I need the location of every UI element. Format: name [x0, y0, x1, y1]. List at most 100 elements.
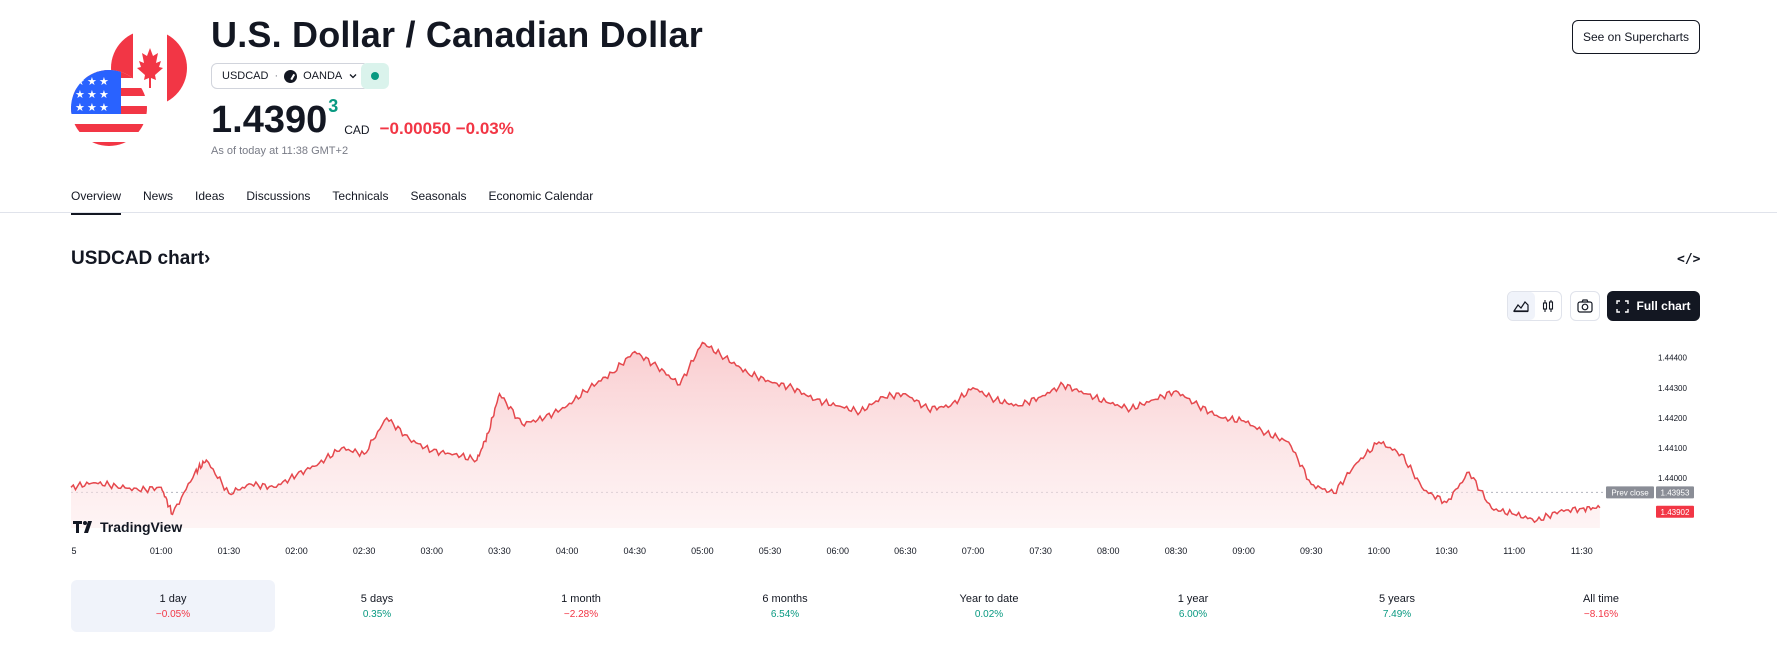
svg-text:★: ★ — [99, 88, 109, 101]
period-1-day[interactable]: 1 day −0.05% — [71, 580, 275, 632]
tab-seasonals[interactable]: Seasonals — [410, 189, 467, 203]
x-tick-label: 06:00 — [826, 546, 849, 556]
price-timestamp: As of today at 11:38 GMT+2 — [211, 145, 349, 157]
tab-discussions[interactable]: Discussions — [246, 189, 311, 203]
tradingview-logo-text: TradingView — [100, 519, 183, 535]
tradingview-logo-icon — [73, 521, 92, 533]
period-change: 0.02% — [974, 608, 1004, 620]
us-flag-icon: ★ ★ ★ ★ ★ ★ ★ ★ ★ — [71, 70, 147, 146]
period-label: All time — [1582, 592, 1620, 605]
period-change: 7.49% — [1382, 608, 1412, 620]
x-tick-label: 03:00 — [421, 546, 444, 556]
y-tick-label: 1.44100 — [1658, 444, 1687, 453]
x-tick-label: 02:00 — [285, 546, 308, 556]
x-tick-label: 5 — [71, 546, 76, 556]
full-chart-button[interactable]: Full chart — [1607, 291, 1700, 321]
price-currency: CAD — [344, 123, 370, 137]
x-tick-label: 11:30 — [1571, 546, 1593, 556]
prev-close-value-bg — [1656, 486, 1694, 499]
svg-text:★: ★ — [75, 88, 85, 101]
last-price-value-bg — [1656, 505, 1694, 518]
svg-text:★: ★ — [87, 88, 97, 101]
see-on-supercharts-button[interactable]: See on Supercharts — [1572, 20, 1700, 54]
page-title: U.S. Dollar / Canadian Dollar — [211, 14, 703, 55]
y-tick-label: 1.44000 — [1658, 474, 1687, 483]
fullscreen-icon — [1616, 299, 1630, 313]
price-labels: Prev close 1.43953 1.43902 — [1606, 486, 1694, 518]
period-label: 1 day — [159, 592, 187, 605]
price-main: 1.4390 — [211, 99, 328, 141]
period-label: 5 years — [1378, 592, 1416, 605]
oanda-logo-icon — [284, 69, 298, 83]
tradingview-logo[interactable]: TradingView — [73, 519, 182, 535]
x-tick-label: 10:30 — [1435, 546, 1458, 556]
x-tick-label: 01:30 — [218, 546, 241, 556]
period-selector: 1 day −0.05% 5 days 0.35% 1 month −2.28% 6 mon… — [71, 580, 1703, 632]
period-change: 0.35% — [362, 608, 392, 620]
period-all-time[interactable]: All time −8.16% — [1499, 580, 1703, 632]
price-change-pct: −0.03% — [455, 119, 514, 138]
chart-section-title[interactable]: USDCAD chart› — [71, 248, 210, 270]
price-change: −0.00050 −0.03% — [380, 119, 514, 139]
period-change: −0.05% — [155, 608, 191, 620]
tab-economic-calendar[interactable]: Economic Calendar — [488, 189, 594, 203]
period-5-years[interactable]: 5 years 7.49% — [1295, 580, 1499, 632]
period-5-days[interactable]: 5 days 0.35% — [275, 580, 479, 632]
price-last-digit: 3 — [328, 96, 339, 116]
nav-tabs: Overview News Ideas Discussions Technica… — [71, 189, 615, 215]
y-tick-label: 1.44200 — [1658, 414, 1687, 423]
prev-close-value: 1.43953 — [1661, 488, 1690, 497]
currency-flags: ★ ★ ★ ★ ★ ★ ★ ★ ★ — [71, 30, 191, 150]
price-area — [71, 342, 1600, 528]
price-change-abs: −0.00050 — [379, 119, 451, 138]
x-tick-label: 06:30 — [894, 546, 917, 556]
tab-overview[interactable]: Overview — [71, 189, 122, 215]
x-tick-label: 07:00 — [962, 546, 985, 556]
candles-icon — [1542, 300, 1553, 312]
y-tick-label: 1.44300 — [1658, 384, 1687, 393]
tab-news[interactable]: News — [143, 189, 174, 203]
period-6-months[interactable]: 6 months 6.54% — [683, 580, 887, 632]
market-status-badge[interactable] — [361, 63, 389, 89]
period-1-month[interactable]: 1 month −2.28% — [479, 580, 683, 632]
candles-chart-button[interactable] — [1535, 292, 1562, 320]
period-label: 1 month — [561, 592, 601, 605]
embed-code-icon[interactable]: </> — [1677, 252, 1701, 267]
symbol-label: USDCAD — [222, 70, 269, 82]
x-axis: 5 01:00 01:30 02:00 02:30 03:00 03:30 04:00 04:3… — [71, 546, 1592, 556]
screenshot-button[interactable] — [1570, 291, 1600, 321]
period-1-year[interactable]: 1 year 6.00% — [1091, 580, 1295, 632]
market-open-icon — [371, 72, 379, 80]
x-tick-label: 07:30 — [1029, 546, 1052, 556]
x-tick-label: 05:00 — [691, 546, 714, 556]
tab-technicals[interactable]: Technicals — [332, 189, 389, 203]
period-label: 1 year — [1177, 592, 1209, 605]
svg-text:★: ★ — [75, 101, 85, 114]
x-tick-label: 03:30 — [488, 546, 511, 556]
chart-section-title-text: USDCAD chart — [71, 248, 205, 269]
svg-text:★: ★ — [87, 75, 97, 88]
period-label: 6 months — [762, 592, 808, 605]
x-tick-label: 08:30 — [1165, 546, 1188, 556]
period-label: Year to date — [959, 592, 1019, 605]
svg-text:★: ★ — [99, 101, 109, 114]
chevron-right-icon: › — [204, 248, 211, 269]
period-change: 6.00% — [1178, 608, 1208, 620]
x-tick-label: 04:00 — [556, 546, 579, 556]
chart-style-toggle — [1507, 291, 1562, 321]
price-block: 1.4390 3 CAD −0.00050 −0.03% — [211, 96, 514, 141]
period-change: −8.16% — [1583, 608, 1619, 620]
x-tick-label: 01:00 — [150, 546, 173, 556]
svg-text:★: ★ — [87, 101, 97, 114]
x-tick-label: 08:00 — [1097, 546, 1120, 556]
area-chart-icon — [1513, 301, 1529, 313]
x-tick-label: 10:00 — [1368, 546, 1391, 556]
tab-ideas[interactable]: Ideas — [195, 189, 225, 203]
y-axis: 1.44400 1.44300 1.44200 1.44100 1.44000 — [1658, 354, 1687, 484]
period-change: 6.54% — [770, 608, 800, 620]
period-year-to-date[interactable]: Year to date 0.02% — [887, 580, 1091, 632]
tabs-divider — [0, 212, 1777, 213]
camera-icon — [1577, 299, 1593, 313]
area-chart-button[interactable] — [1508, 292, 1535, 320]
